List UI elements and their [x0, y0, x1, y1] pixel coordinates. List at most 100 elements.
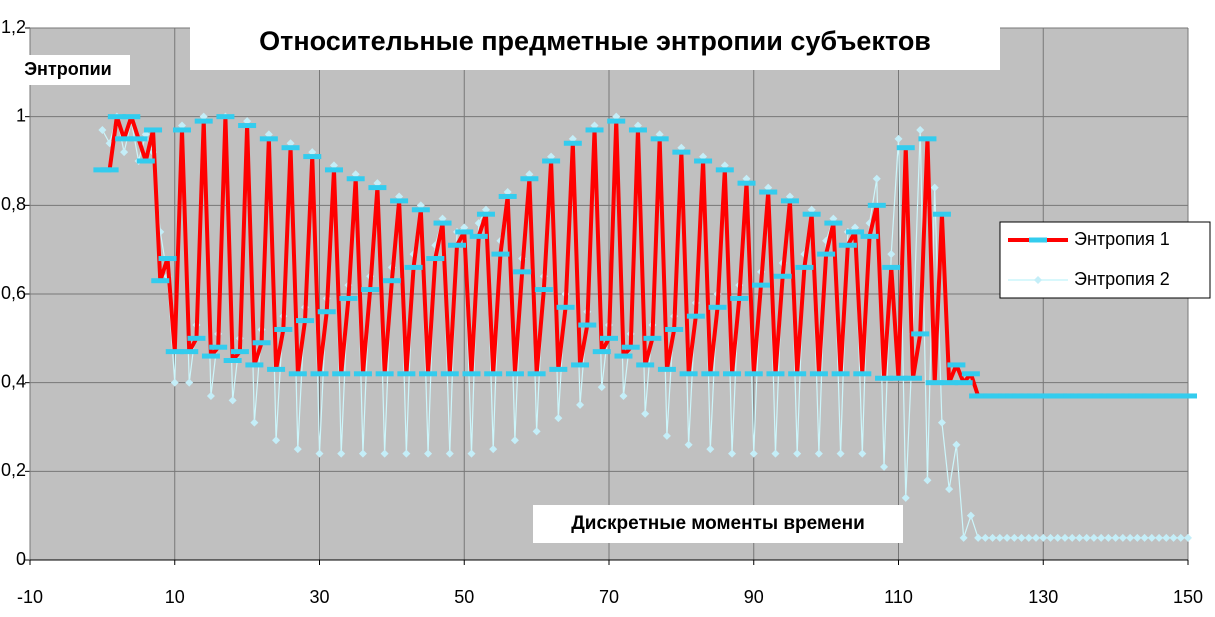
y-tick-label: 1,2 — [1, 17, 26, 37]
point-marker — [1140, 533, 1149, 542]
point-marker — [505, 371, 524, 377]
legend-marker — [1034, 276, 1042, 284]
point-marker — [144, 127, 163, 133]
point-marker — [339, 295, 358, 301]
point-marker — [793, 449, 802, 458]
point-marker — [916, 125, 925, 134]
point-marker — [954, 380, 973, 386]
point-marker — [715, 167, 734, 173]
point-marker — [303, 154, 322, 160]
x-tick-label: -10 — [17, 587, 43, 607]
point-marker — [467, 449, 476, 458]
point-marker — [332, 371, 351, 377]
point-marker — [578, 322, 597, 328]
point-marker — [491, 251, 510, 257]
point-marker — [894, 134, 903, 143]
point-marker — [817, 251, 836, 257]
point-marker — [223, 358, 242, 363]
x-tick-label: 10 — [165, 587, 185, 607]
point-marker — [896, 145, 915, 151]
point-marker — [1126, 533, 1135, 542]
point-marker — [621, 344, 640, 350]
point-marker — [966, 511, 975, 520]
point-marker — [937, 418, 946, 427]
point-marker — [455, 229, 474, 235]
point-marker — [773, 273, 792, 279]
point-marker — [288, 371, 307, 377]
point-marker — [426, 256, 445, 262]
point-marker — [498, 193, 517, 199]
point-marker — [1053, 533, 1062, 542]
point-marker — [641, 409, 650, 418]
point-marker — [448, 242, 467, 248]
point-marker — [310, 371, 329, 377]
overlay: Относительные предметные энтропии субъек… — [6, 20, 1000, 543]
point-marker — [440, 371, 459, 377]
point-marker — [831, 371, 850, 377]
point-marker — [293, 445, 302, 454]
point-marker — [1097, 533, 1106, 542]
point-marker — [576, 400, 585, 409]
point-marker — [657, 366, 676, 372]
point-marker — [411, 207, 430, 213]
point-marker — [846, 229, 865, 235]
point-marker — [397, 371, 416, 377]
point-marker — [723, 371, 742, 377]
point-marker — [932, 211, 951, 217]
point-marker — [419, 371, 438, 377]
y-axis-label: Энтропии — [24, 59, 112, 79]
point-marker — [228, 396, 237, 405]
point-marker — [274, 326, 293, 332]
point-marker — [353, 371, 372, 377]
point-marker — [187, 335, 206, 341]
point-marker — [802, 211, 821, 217]
point-marker — [375, 371, 394, 377]
point-marker — [510, 436, 519, 445]
point-marker — [1003, 533, 1012, 542]
point-marker — [158, 256, 177, 262]
point-marker — [838, 242, 857, 248]
point-marker — [1162, 533, 1171, 542]
point-marker — [100, 167, 119, 173]
y-tick-label: 1 — [16, 105, 26, 125]
point-marker — [614, 353, 633, 359]
point-marker — [981, 533, 990, 542]
point-marker — [679, 371, 698, 377]
point-marker — [619, 391, 628, 400]
point-marker — [686, 313, 705, 319]
point-marker — [115, 136, 134, 142]
point-marker — [382, 278, 401, 284]
point-marker — [780, 198, 799, 204]
point-marker — [194, 118, 213, 124]
point-marker — [858, 449, 867, 458]
point-marker — [404, 264, 423, 270]
point-marker — [177, 121, 186, 130]
point-marker — [1068, 533, 1077, 542]
point-marker — [947, 362, 966, 368]
point-marker — [988, 533, 997, 542]
point-marker — [424, 449, 433, 458]
point-marker — [180, 349, 199, 355]
point-marker — [172, 127, 191, 133]
x-axis-label: Дискретные моменты времени — [571, 513, 865, 534]
point-marker — [532, 427, 541, 436]
point-marker — [1184, 533, 1192, 542]
point-marker — [836, 449, 845, 458]
point-marker — [959, 533, 968, 542]
point-marker — [1179, 393, 1197, 399]
point-marker — [469, 233, 488, 239]
point-marker — [296, 318, 315, 324]
point-marker — [1147, 533, 1156, 542]
point-marker — [206, 391, 215, 400]
point-marker — [1155, 533, 1164, 542]
point-marker — [317, 309, 336, 315]
point-marker — [889, 375, 908, 381]
point-marker — [853, 371, 872, 377]
x-tick-label: 150 — [1173, 587, 1203, 607]
point-marker — [694, 158, 713, 164]
point-marker — [824, 220, 843, 226]
chart-title: Относительные предметные энтропии субъек… — [259, 26, 931, 56]
point-marker — [1075, 533, 1084, 542]
point-marker — [368, 185, 387, 191]
title-box — [190, 20, 1000, 70]
